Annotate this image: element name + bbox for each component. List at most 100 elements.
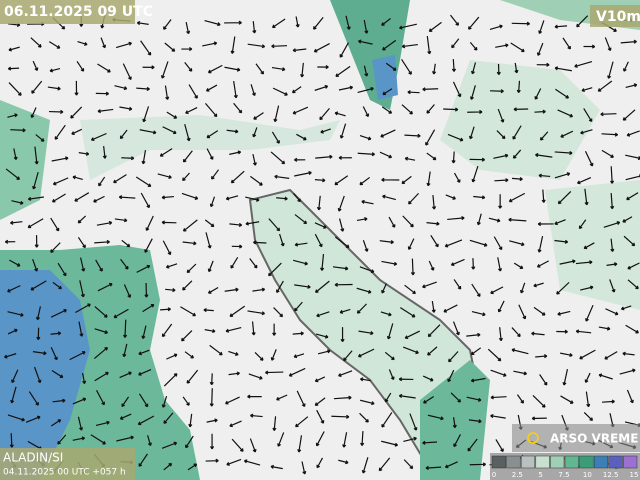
wind-arrow (585, 391, 591, 408)
wind-arrow (165, 263, 178, 269)
wind-arrow (469, 85, 476, 100)
wind-arrow (384, 351, 395, 361)
wind-arrow (466, 396, 482, 402)
wind-arrow (139, 129, 157, 135)
legend-swatch (579, 455, 594, 469)
wind-arrow (247, 43, 266, 49)
wind-arrow (426, 152, 437, 161)
wind-arrow (188, 84, 198, 99)
wind-arrow (114, 85, 128, 91)
legend-label: 15 (630, 471, 639, 479)
brand-box (512, 424, 640, 452)
wind-arrow (184, 62, 193, 72)
wind-arrow (163, 412, 174, 424)
wind-arrow (102, 145, 107, 159)
wind-arrow (340, 327, 345, 343)
wind-arrow (165, 288, 176, 293)
wind-arrow (293, 193, 301, 203)
wind-arrow (407, 90, 420, 95)
wind-arrow (182, 219, 198, 232)
wind-arrow (361, 199, 374, 205)
wind-arrow (579, 349, 596, 360)
wind-arrow (79, 280, 85, 298)
wind-arrow (207, 286, 219, 294)
wind-arrow (4, 353, 17, 359)
wind-arrow (205, 84, 218, 92)
wind-arrow (381, 412, 393, 428)
wind-arrow (36, 327, 41, 340)
wind-arrow (335, 65, 351, 77)
wind-arrow (97, 282, 113, 292)
wind-arrow (314, 222, 327, 229)
wind-arrow (272, 87, 288, 96)
wind-arrow (230, 36, 236, 54)
wind-arrow (52, 398, 66, 403)
wind-arrow (337, 195, 345, 212)
wind-arrow (80, 257, 86, 272)
wind-arrow (398, 377, 414, 382)
wind-arrow (229, 305, 246, 317)
wind-arrow (7, 113, 18, 118)
wind-arrow (581, 87, 593, 93)
wind-arrow (160, 307, 171, 312)
wind-arrow (489, 24, 503, 31)
wind-arrow (557, 190, 572, 205)
wind-arrow (533, 306, 546, 316)
wind-arrow (554, 66, 572, 72)
wind-arrow (135, 176, 152, 187)
wind-arrow (250, 413, 263, 418)
wind-arrow (626, 130, 640, 137)
wind-arrow (245, 196, 260, 202)
wind-arrow (598, 326, 611, 331)
wind-arrow (224, 66, 241, 72)
legend-swatch (535, 455, 550, 469)
wind-arrow (273, 105, 280, 123)
wind-arrow (30, 280, 47, 291)
wind-arrow (577, 177, 592, 185)
wind-arrow (342, 432, 348, 448)
wind-arrow (409, 413, 418, 431)
wind-arrow (535, 354, 548, 359)
wind-arrow (210, 433, 215, 450)
wind-arrow (314, 178, 326, 183)
wind-arrow (508, 192, 526, 203)
wind-arrow (495, 439, 504, 452)
wind-arrow (510, 42, 525, 53)
wind-arrow (74, 80, 79, 96)
wind-arrow (451, 58, 457, 72)
wind-arrow (231, 438, 244, 452)
wind-arrow (332, 266, 349, 271)
wind-arrow (343, 350, 353, 362)
wind-arrow (404, 330, 421, 340)
wind-arrow (224, 287, 239, 292)
legend-label: 0 (492, 471, 496, 479)
wind-arrow (226, 129, 239, 134)
wind-arrow (51, 369, 64, 379)
wind-arrow (622, 109, 636, 121)
wind-arrow (243, 459, 261, 466)
wind-arrow (292, 106, 309, 115)
wind-arrow (142, 304, 155, 313)
wind-arrow (144, 282, 149, 298)
wind-arrow (163, 19, 172, 30)
wind-arrow (76, 60, 85, 72)
wind-arrow (123, 284, 132, 298)
run-time: 04.11.2025 00 UTC +057 h (3, 468, 126, 478)
wind-arrow (444, 239, 463, 248)
wind-arrow (381, 440, 399, 447)
wind-arrow (468, 16, 480, 30)
wind-arrow (159, 148, 173, 157)
wind-arrow (209, 196, 216, 208)
wind-arrow (119, 129, 128, 140)
wind-arrow (426, 35, 432, 55)
wind-arrow (382, 194, 396, 201)
wind-arrow (426, 171, 431, 187)
wind-arrow (488, 217, 501, 223)
wind-arrow (271, 18, 286, 29)
wind-arrow (535, 153, 553, 158)
wind-arrow (381, 177, 400, 182)
wind-arrow (554, 24, 568, 29)
wind-arrow (204, 19, 221, 27)
wind-arrow (138, 393, 149, 408)
wind-arrow (4, 239, 16, 244)
